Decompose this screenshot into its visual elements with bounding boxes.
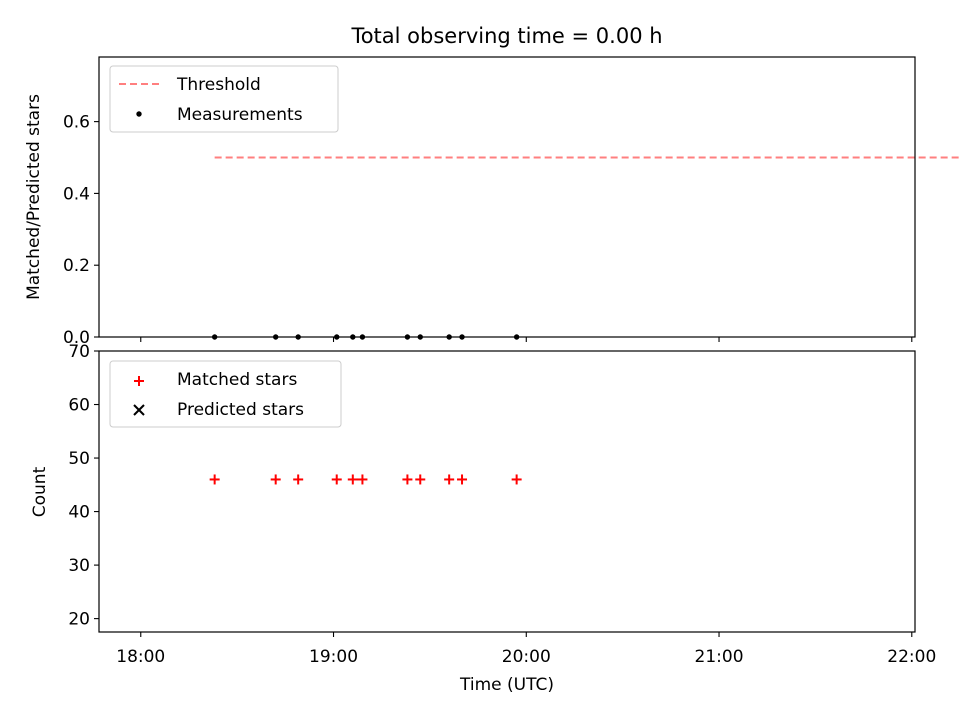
legend-matched-marker	[134, 376, 144, 386]
chart-title: Total observing time = 0.00 h	[350, 24, 662, 48]
matched-star-point	[511, 474, 522, 485]
bottom-legend-box	[109, 360, 342, 428]
matched-star-point	[270, 474, 281, 485]
matched-star-point	[347, 474, 358, 485]
bottom-marks	[209, 474, 522, 485]
bottom-y-axis-label: Count	[30, 466, 50, 517]
x-tick-label: 20:00	[502, 647, 551, 667]
bottom-y-tick-label: 60	[68, 396, 90, 416]
top-y-ticks: 0.0 0.2 0.4 0.6	[63, 113, 99, 348]
top-x-ticks	[140, 337, 913, 342]
x-tick-label: 19:00	[309, 647, 358, 667]
x-tick-label: 22:00	[887, 647, 936, 667]
matched-star-point	[331, 474, 342, 485]
bottom-y-ticks: 20 30 40 50 60 70	[68, 342, 99, 630]
matched-star-point	[444, 474, 455, 485]
bottom-x-ticks: 18:0019:0020:0021:0022:0023:0000:0001:00…	[116, 632, 936, 667]
bottom-axes-frame	[98, 350, 916, 633]
legend-matched-label: Matched stars	[177, 370, 297, 390]
top-y-tick-label: 0.6	[63, 113, 90, 133]
legend-predicted-label: Predicted stars	[177, 400, 304, 420]
matched-star-point	[357, 474, 368, 485]
x-tick-label: 18:00	[116, 647, 165, 667]
top-y-tick-label: 0.0	[63, 328, 90, 348]
x-tick-label: 21:00	[695, 647, 744, 667]
legend-measurements-label: Measurements	[177, 105, 303, 125]
x-axis-label: Time (UTC)	[459, 675, 554, 695]
top-axes-frame	[98, 56, 916, 338]
matched-star-point	[293, 474, 304, 485]
matched-star-point	[457, 474, 468, 485]
bottom-panel: 18:0019:0020:0021:0022:0023:0000:0001:00…	[30, 342, 936, 695]
top-y-axis-label: Matched/Predicted stars	[24, 94, 44, 300]
bottom-legend: Matched stars Predicted stars	[109, 360, 342, 428]
legend-measurements-marker	[136, 111, 142, 117]
matched-star-point	[209, 474, 220, 485]
top-panel: 0.0 0.2 0.4 0.6 Matched/Predicted stars Thr…	[24, 56, 960, 348]
bottom-y-tick-label: 50	[68, 449, 90, 469]
top-y-tick-label: 0.2	[63, 256, 90, 276]
bottom-y-tick-label: 30	[68, 556, 90, 576]
legend-threshold-label: Threshold	[176, 75, 261, 95]
top-legend: Threshold Measurements	[109, 65, 339, 133]
matched-star-point	[415, 474, 426, 485]
bottom-y-tick-label: 70	[68, 342, 90, 362]
bottom-y-tick-label: 20	[68, 610, 90, 630]
legend-predicted-marker	[133, 404, 145, 416]
matched-star-point	[402, 474, 413, 485]
top-y-tick-label: 0.4	[63, 184, 90, 204]
bottom-y-tick-label: 40	[68, 503, 90, 523]
top-legend-box	[109, 65, 339, 133]
